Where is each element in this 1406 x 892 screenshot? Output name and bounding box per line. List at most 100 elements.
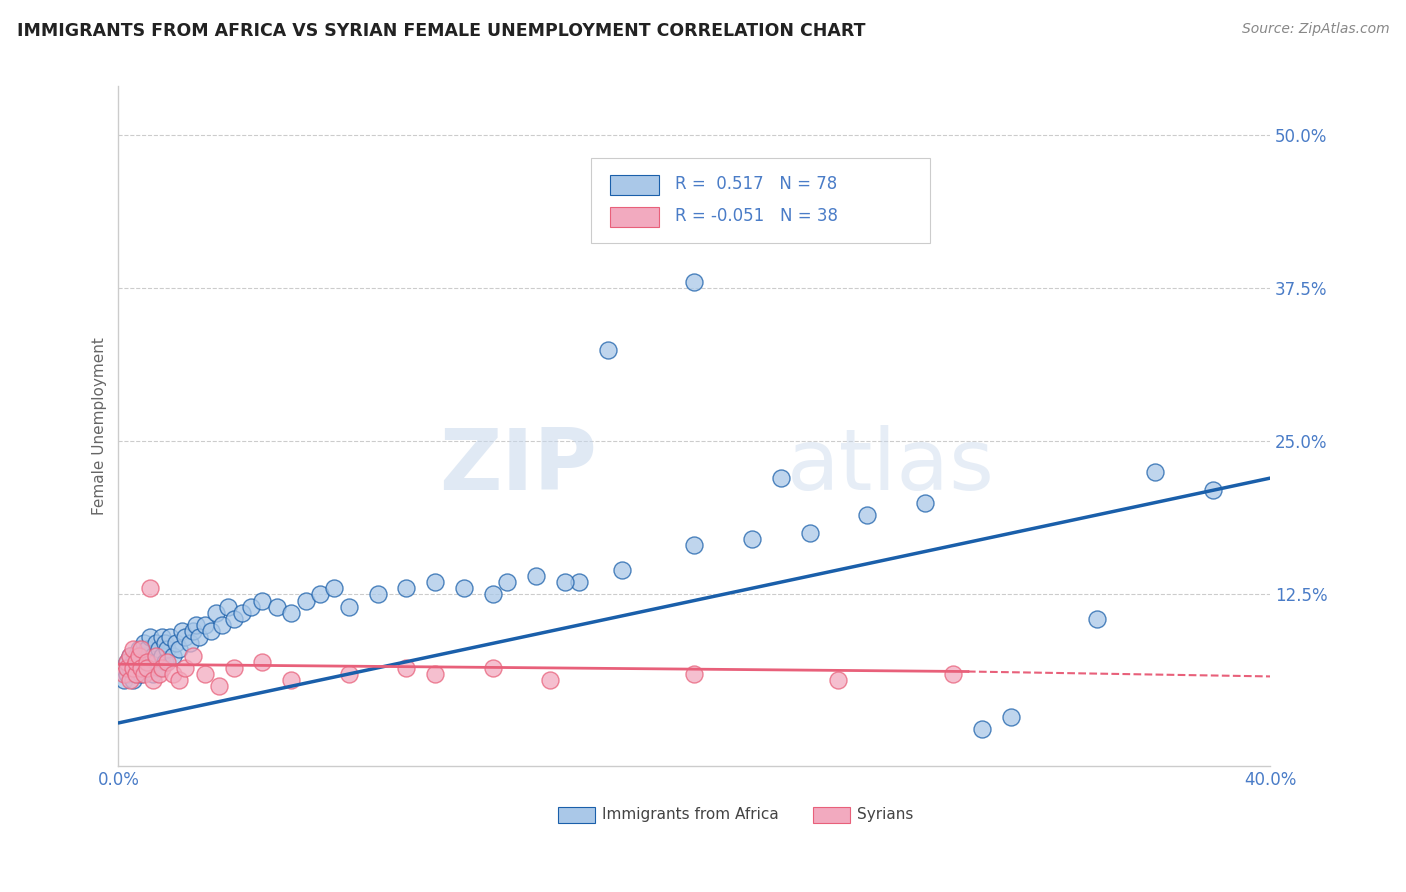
Point: [165, 636, 187, 650]
Point: [252, 593, 274, 607]
Point: [1201, 483, 1223, 498]
Point: [167, 642, 190, 657]
FancyBboxPatch shape: [610, 207, 658, 227]
Point: [131, 661, 153, 675]
Point: [1000, 710, 1022, 724]
Text: Syrians: Syrians: [856, 807, 912, 822]
Point: [136, 655, 159, 669]
Point: [148, 661, 170, 675]
Point: [128, 648, 150, 663]
Point: [115, 667, 138, 681]
Point: [612, 563, 634, 577]
Point: [115, 661, 138, 675]
Point: [294, 593, 316, 607]
Point: [173, 661, 195, 675]
Point: [136, 642, 159, 657]
Point: [121, 655, 143, 669]
Point: [683, 667, 706, 681]
Point: [121, 661, 143, 675]
Point: [159, 630, 181, 644]
Point: [112, 667, 135, 681]
Point: [280, 606, 302, 620]
Point: [148, 667, 170, 681]
Point: [128, 642, 150, 657]
Point: [150, 648, 173, 663]
Point: [769, 471, 792, 485]
Point: [134, 667, 156, 681]
Point: [827, 673, 849, 687]
Point: [186, 618, 208, 632]
Point: [1144, 465, 1167, 479]
Point: [142, 648, 165, 663]
Point: [121, 642, 143, 657]
Point: [156, 642, 179, 657]
Point: [142, 673, 165, 687]
Point: [179, 636, 201, 650]
Point: [167, 673, 190, 687]
Point: [131, 667, 153, 681]
Point: [118, 673, 141, 687]
Point: [145, 636, 167, 650]
Point: [211, 618, 233, 632]
Point: [222, 661, 245, 675]
Point: [128, 661, 150, 675]
Point: [425, 667, 447, 681]
Point: [148, 642, 170, 657]
Point: [173, 630, 195, 644]
FancyBboxPatch shape: [610, 175, 658, 195]
Point: [280, 673, 302, 687]
Point: [222, 612, 245, 626]
Point: [942, 667, 965, 681]
Point: [194, 618, 217, 632]
Point: [856, 508, 879, 522]
Text: R =  0.517   N = 78: R = 0.517 N = 78: [675, 175, 837, 193]
Point: [136, 661, 159, 675]
Point: [524, 569, 547, 583]
Point: [181, 624, 204, 639]
Point: [205, 606, 228, 620]
Point: [162, 648, 184, 663]
Point: [1087, 612, 1109, 626]
Point: [453, 582, 475, 596]
Point: [596, 343, 619, 357]
Point: [145, 648, 167, 663]
Point: [914, 495, 936, 509]
Point: [683, 275, 706, 289]
Point: [239, 599, 262, 614]
Point: [118, 661, 141, 675]
Point: [323, 582, 346, 596]
Point: [125, 667, 148, 681]
Point: [200, 624, 222, 639]
Point: [162, 667, 184, 681]
Text: atlas: atlas: [786, 425, 994, 508]
Point: [125, 648, 148, 663]
Point: [125, 655, 148, 669]
Point: [217, 599, 239, 614]
Text: R = -0.051   N = 38: R = -0.051 N = 38: [675, 207, 838, 225]
Point: [425, 575, 447, 590]
Point: [337, 667, 360, 681]
Point: [115, 655, 138, 669]
Point: [121, 673, 143, 687]
Point: [139, 582, 162, 596]
Point: [134, 648, 156, 663]
Point: [481, 661, 503, 675]
Point: [554, 575, 576, 590]
Point: [139, 655, 162, 669]
Point: [395, 582, 418, 596]
Text: Source: ZipAtlas.com: Source: ZipAtlas.com: [1241, 22, 1389, 37]
Point: [538, 673, 561, 687]
Point: [266, 599, 288, 614]
Point: [208, 679, 231, 693]
Point: [395, 661, 418, 675]
Point: [153, 655, 176, 669]
Point: [150, 630, 173, 644]
Y-axis label: Female Unemployment: Female Unemployment: [93, 337, 107, 515]
Point: [131, 655, 153, 669]
Point: [118, 648, 141, 663]
Point: [741, 533, 763, 547]
Point: [367, 587, 389, 601]
Point: [134, 636, 156, 650]
Point: [115, 655, 138, 669]
Point: [309, 587, 332, 601]
